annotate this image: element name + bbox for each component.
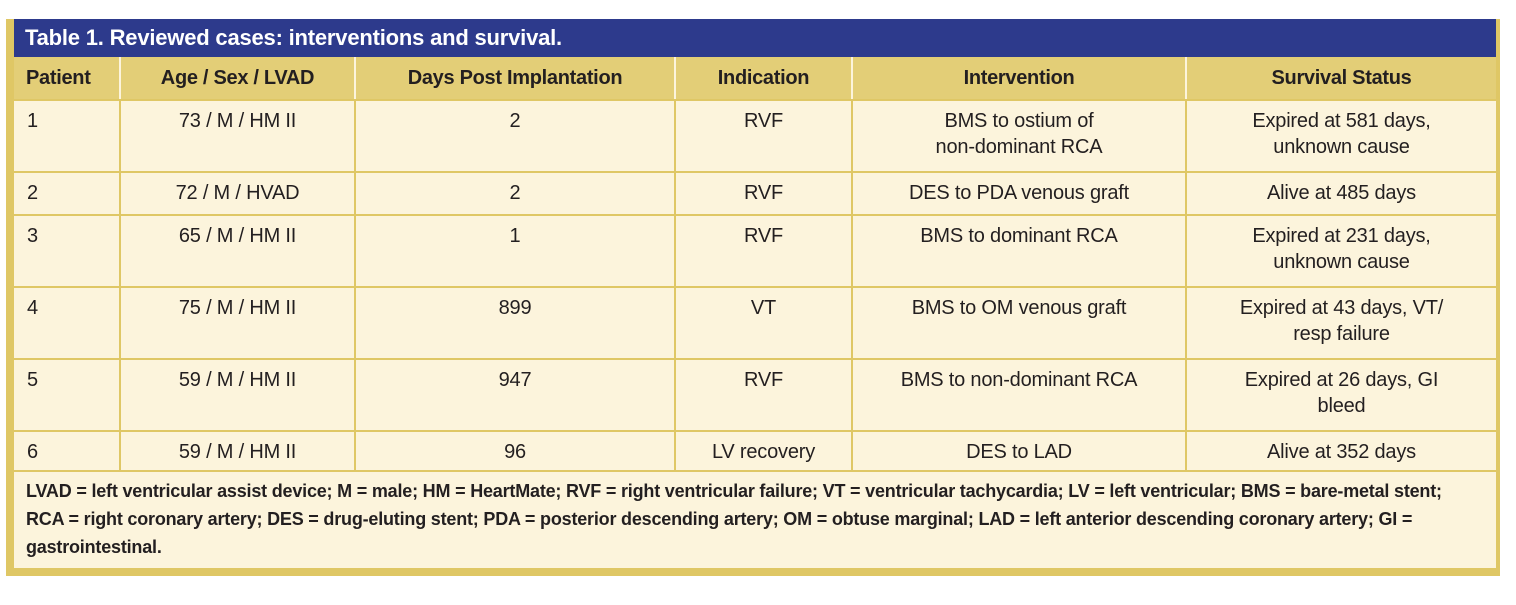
table-title-bar: Table 1. Reviewed cases: interventions a… (14, 19, 1496, 57)
table-footnote: LVAD = left ventricular assist device; M… (14, 472, 1496, 568)
column-header-days-post-implantation: Days Post Implantation (354, 57, 676, 101)
cell-age-sex-lvad: 72 / M / HVAD (119, 171, 356, 216)
cell-intervention: DES to PDA venous graft (851, 171, 1187, 216)
cell-survival-status: Expired at 231 days, unknown cause (1185, 214, 1496, 288)
cell-age-sex-lvad: 75 / M / HM II (119, 286, 356, 360)
column-header-patient: Patient (14, 57, 121, 101)
cell-survival-status: Alive at 485 days (1185, 171, 1496, 216)
cell-patient: 1 (14, 99, 121, 173)
cell-indication: RVF (674, 99, 853, 173)
cell-age-sex-lvad: 59 / M / HM II (119, 430, 356, 472)
column-header-intervention: Intervention (851, 57, 1187, 101)
column-header-survival-status: Survival Status (1185, 57, 1496, 101)
table-row: 4 75 / M / HM II 899 VT BMS to OM venous… (14, 286, 1496, 360)
cell-days-post-implantation: 96 (354, 430, 676, 472)
cell-patient: 2 (14, 171, 121, 216)
table-row: 5 59 / M / HM II 947 RVF BMS to non-domi… (14, 358, 1496, 432)
cell-indication: RVF (674, 214, 853, 288)
cell-days-post-implantation: 947 (354, 358, 676, 432)
cell-days-post-implantation: 899 (354, 286, 676, 360)
table-row: 3 65 / M / HM II 1 RVF BMS to dominant R… (14, 214, 1496, 288)
cell-days-post-implantation: 2 (354, 99, 676, 173)
table-row: 6 59 / M / HM II 96 LV recovery DES to L… (14, 430, 1496, 472)
cell-age-sex-lvad: 59 / M / HM II (119, 358, 356, 432)
cell-patient: 3 (14, 214, 121, 288)
cell-patient: 6 (14, 430, 121, 472)
cases-table: Patient Age / Sex / LVAD Days Post Impla… (14, 57, 1496, 472)
cell-age-sex-lvad: 65 / M / HM II (119, 214, 356, 288)
cell-indication: RVF (674, 171, 853, 216)
table-header-row: Patient Age / Sex / LVAD Days Post Impla… (14, 57, 1496, 101)
cell-indication: VT (674, 286, 853, 360)
cell-patient: 4 (14, 286, 121, 360)
cell-intervention: BMS to ostium of non-dominant RCA (851, 99, 1187, 173)
cell-survival-status: Alive at 352 days (1185, 430, 1496, 472)
table-title: Table 1. Reviewed cases: interventions a… (25, 25, 562, 50)
footnote-text: LVAD = left ventricular assist device; M… (26, 481, 1442, 557)
table-row: 2 72 / M / HVAD 2 RVF DES to PDA venous … (14, 171, 1496, 216)
cell-days-post-implantation: 1 (354, 214, 676, 288)
cell-survival-status: Expired at 26 days, GI bleed (1185, 358, 1496, 432)
cell-survival-status: Expired at 581 days, unknown cause (1185, 99, 1496, 173)
column-header-indication: Indication (674, 57, 853, 101)
cell-indication: RVF (674, 358, 853, 432)
cell-indication: LV recovery (674, 430, 853, 472)
cell-age-sex-lvad: 73 / M / HM II (119, 99, 356, 173)
cell-intervention: BMS to OM venous graft (851, 286, 1187, 360)
table-1-container: Table 1. Reviewed cases: interventions a… (6, 19, 1500, 576)
cell-survival-status: Expired at 43 days, VT/ resp failure (1185, 286, 1496, 360)
cell-intervention: BMS to dominant RCA (851, 214, 1187, 288)
cell-intervention: DES to LAD (851, 430, 1187, 472)
column-header-age-sex-lvad: Age / Sex / LVAD (119, 57, 356, 101)
table-row: 1 73 / M / HM II 2 RVF BMS to ostium of … (14, 99, 1496, 173)
cell-intervention: BMS to non-dominant RCA (851, 358, 1187, 432)
cell-patient: 5 (14, 358, 121, 432)
cell-days-post-implantation: 2 (354, 171, 676, 216)
